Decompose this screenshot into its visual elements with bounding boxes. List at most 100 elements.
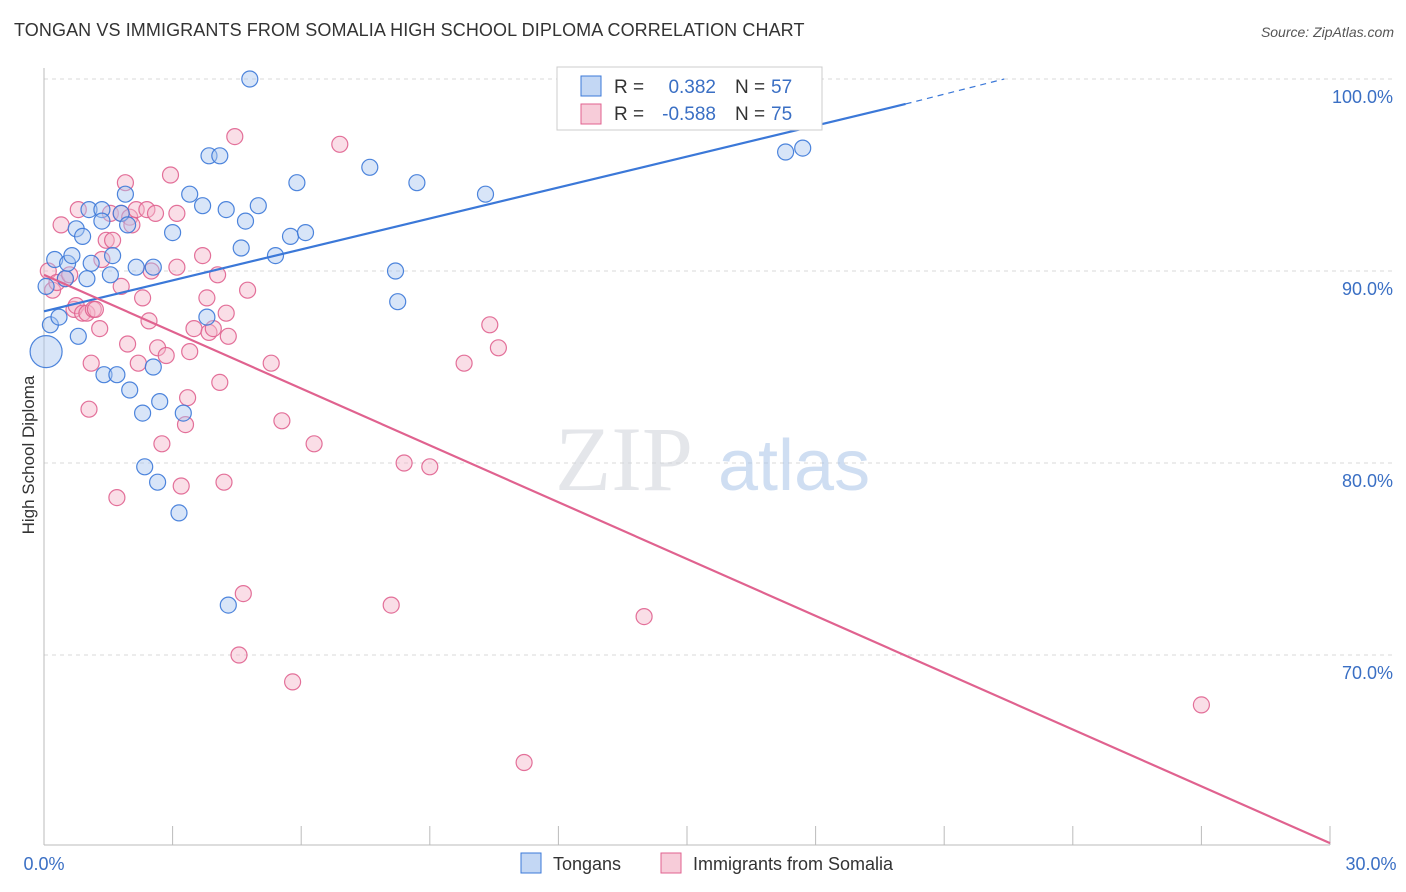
somalia-point-16 bbox=[93, 250, 111, 269]
bottom-swatch-somalia bbox=[660, 852, 682, 874]
tongan-point-28 bbox=[144, 358, 162, 376]
tongan-point-23 bbox=[121, 381, 139, 399]
somalia-point-53 bbox=[219, 327, 237, 345]
y-tick-label-70: 70.0% bbox=[1342, 663, 1393, 683]
somalia-point-50 bbox=[211, 373, 229, 391]
somalia-point-68 bbox=[489, 339, 507, 357]
somalia-point-12 bbox=[82, 354, 100, 372]
somalia-point-62 bbox=[331, 135, 349, 153]
legend-n-label-2: N = bbox=[735, 104, 765, 125]
tongan-point-35 bbox=[194, 197, 212, 215]
tongan-point-21 bbox=[116, 185, 135, 203]
tongan-point-46 bbox=[281, 227, 300, 245]
somalia-point-59 bbox=[273, 412, 291, 430]
tongan-point-43 bbox=[241, 70, 259, 88]
somalia-point-46 bbox=[198, 289, 216, 307]
somalia-point-58 bbox=[262, 354, 280, 372]
tongan-trend-line bbox=[43, 102, 906, 313]
somalia-point-39 bbox=[168, 204, 186, 222]
tongan-point-50 bbox=[386, 262, 405, 280]
tongan-point-34 bbox=[181, 185, 199, 203]
watermark: ZIP atlas bbox=[555, 408, 870, 510]
tongan-point-33 bbox=[174, 404, 192, 422]
tongan-point-15 bbox=[93, 212, 111, 230]
legend-r-label-1: R = bbox=[614, 77, 644, 98]
tongan-point-3 bbox=[46, 250, 64, 269]
tongan-point-27 bbox=[144, 258, 162, 276]
x-tick-label-max: 30.0% bbox=[1345, 854, 1396, 874]
somalia-point-40 bbox=[172, 477, 190, 495]
legend-n-value-1: 57 bbox=[771, 77, 792, 98]
tongan-point-24 bbox=[127, 258, 145, 276]
tongan-point-47 bbox=[288, 174, 306, 192]
somalia-point-35 bbox=[153, 435, 171, 453]
somalia-point-30 bbox=[138, 201, 156, 219]
tongan-point-48 bbox=[296, 224, 315, 242]
somalia-point-52 bbox=[217, 304, 235, 322]
tongan-point-7 bbox=[63, 247, 81, 265]
tongan-point-41 bbox=[232, 239, 250, 257]
tongan-point-1 bbox=[37, 277, 55, 295]
correlation-legend: R = 0.382 N = 57 R = -0.588 N = 75 bbox=[556, 66, 823, 131]
tongan-point-12 bbox=[80, 201, 98, 219]
x-axis-ticks bbox=[172, 826, 1331, 845]
tongan-point-16 bbox=[95, 366, 113, 384]
tongan-point-18 bbox=[103, 247, 122, 265]
somalia-point-66 bbox=[455, 354, 473, 372]
somalia-point-17 bbox=[97, 231, 115, 249]
tongan-point-38 bbox=[211, 147, 229, 165]
y-tick-label-80: 80.0% bbox=[1342, 471, 1393, 491]
somalia-point-63 bbox=[382, 596, 400, 614]
tongan-point-26 bbox=[136, 458, 154, 476]
somalia-point-54 bbox=[226, 128, 244, 146]
somalia-point-19 bbox=[103, 231, 122, 249]
tongan-point-39 bbox=[217, 201, 235, 219]
tongan-point-53 bbox=[476, 185, 495, 203]
tongan-point-29 bbox=[149, 473, 167, 491]
tongan-point-4 bbox=[50, 308, 68, 326]
somalia-trend-line bbox=[43, 273, 1331, 845]
somalia-point-43 bbox=[181, 343, 199, 361]
somalia-point-42 bbox=[179, 389, 197, 407]
legend-n-value-2: 75 bbox=[771, 104, 792, 125]
somalia-point-33 bbox=[146, 204, 165, 222]
tongan-point-19 bbox=[108, 366, 126, 384]
somalia-point-3 bbox=[52, 216, 70, 234]
somalia-point-29 bbox=[134, 289, 152, 307]
tongan-point-31 bbox=[164, 224, 182, 242]
somalia-point-20 bbox=[108, 489, 126, 507]
tongan-point-0 bbox=[29, 335, 63, 369]
tongan-point-10 bbox=[73, 227, 92, 245]
tongan-point-42 bbox=[236, 212, 255, 230]
legend-swatch-somalia bbox=[580, 103, 602, 125]
somalia-point-70 bbox=[635, 607, 653, 626]
somalia-point-71 bbox=[1192, 696, 1211, 714]
bottom-legend-tongans: Tongans bbox=[553, 854, 621, 874]
legend-swatch-tongans bbox=[580, 75, 602, 97]
tongan-point-9 bbox=[69, 327, 87, 345]
tongan-point-25 bbox=[134, 404, 152, 422]
somalia-point-24 bbox=[118, 335, 137, 353]
bottom-swatch-tongans bbox=[520, 852, 542, 874]
legend-r-value-1: 0.382 bbox=[668, 77, 716, 98]
somalia-point-22 bbox=[112, 277, 130, 295]
y-axis-label: High School Diploma bbox=[19, 375, 38, 534]
tongan-points bbox=[29, 70, 812, 614]
legend-r-value-2: -0.588 bbox=[662, 104, 716, 125]
tongan-point-32 bbox=[170, 504, 188, 522]
tongan-point-17 bbox=[101, 266, 120, 284]
tongan-point-56 bbox=[794, 139, 812, 157]
tongan-point-11 bbox=[78, 270, 96, 288]
watermark-atlas: atlas bbox=[718, 426, 870, 506]
tongan-point-40 bbox=[219, 596, 237, 614]
tongan-point-51 bbox=[389, 293, 407, 311]
y-tick-labels: 70.0% 80.0% 90.0% 100.0% bbox=[1332, 87, 1393, 683]
somalia-point-57 bbox=[239, 281, 257, 299]
y-tick-label-100: 100.0% bbox=[1332, 87, 1393, 107]
trend-lines bbox=[43, 78, 1331, 845]
tongan-trend-extension bbox=[905, 78, 1005, 105]
tongan-point-55 bbox=[776, 143, 795, 161]
tongan-point-52 bbox=[408, 174, 426, 192]
series-legend: Tongans Immigrants from Somalia bbox=[520, 852, 894, 874]
somalia-point-65 bbox=[421, 458, 439, 476]
